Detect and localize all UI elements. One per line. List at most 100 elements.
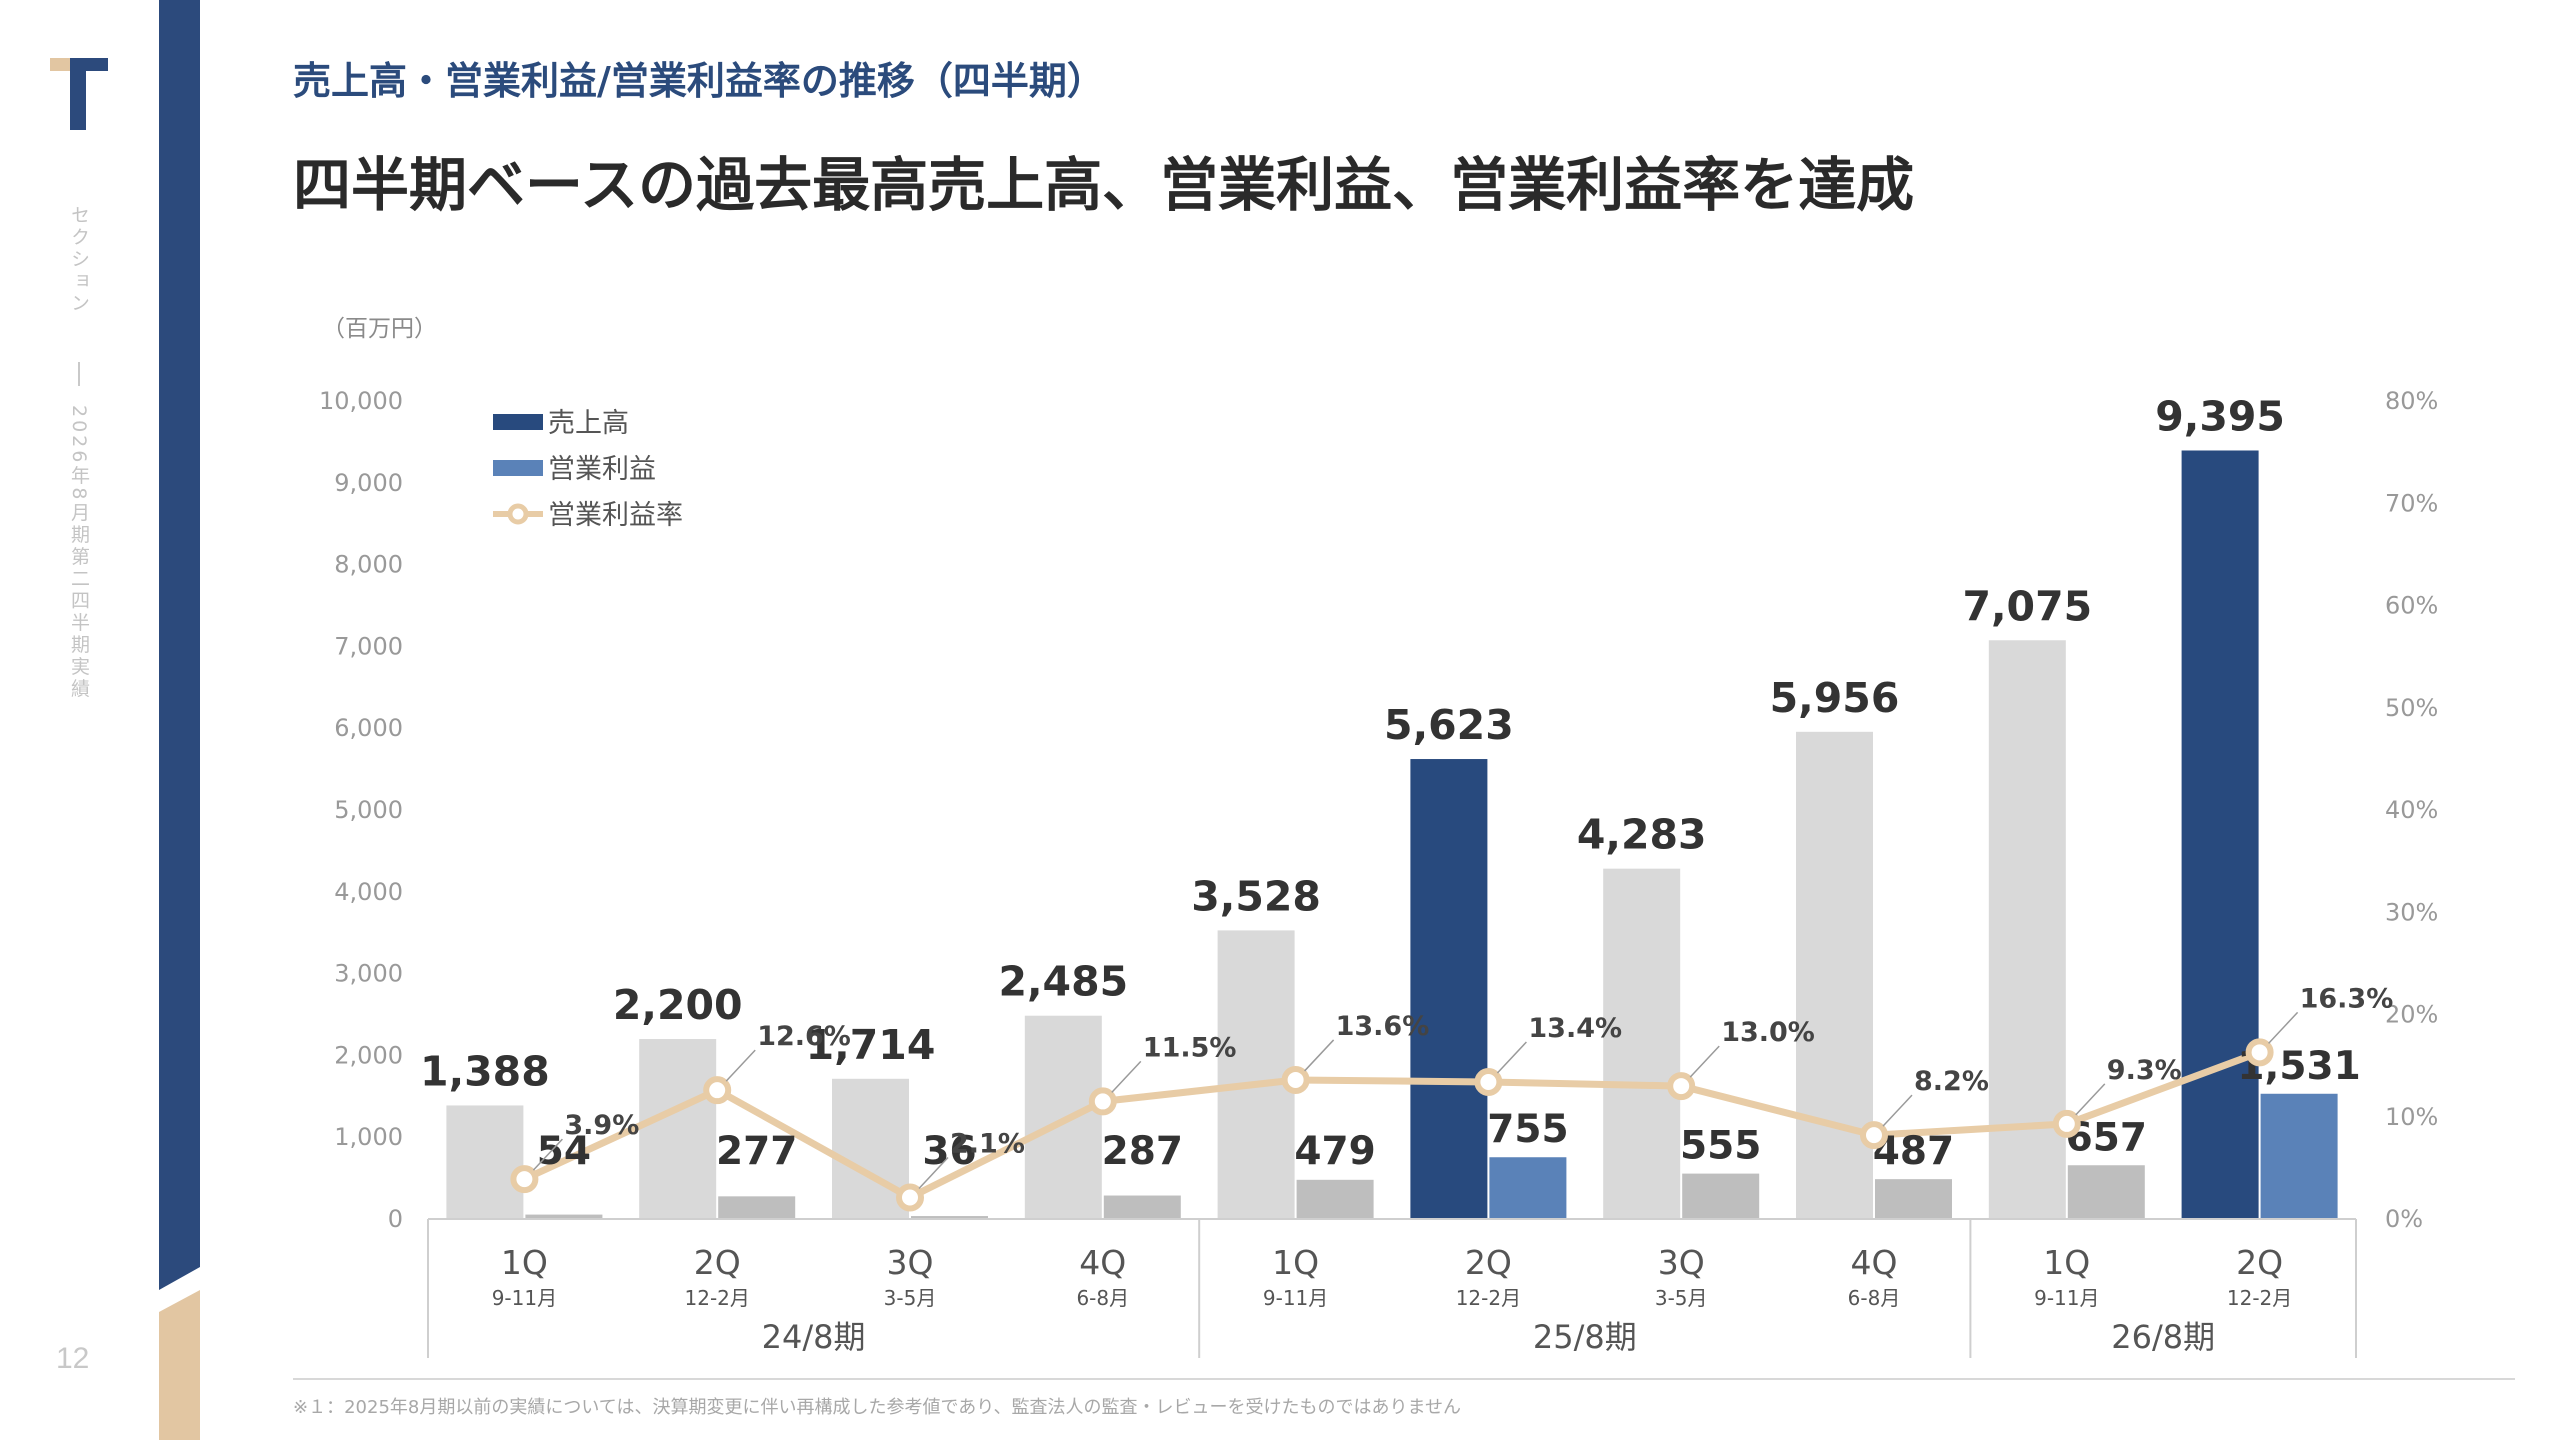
- margin-marker: [2245, 1038, 2274, 1067]
- slide-subtitle: 売上高・営業利益/営業利益率の推移（四半期）: [293, 59, 1105, 103]
- op-income-bar: [911, 1216, 988, 1219]
- fiscal-year-label: 25/8期: [1533, 1318, 1637, 1356]
- quarter-label: 1Q: [501, 1243, 548, 1282]
- y-left-tick-label: 5,000: [334, 796, 403, 824]
- margin-leader-line: [532, 1138, 563, 1171]
- month-range-label: 9-11月: [492, 1286, 557, 1310]
- month-range-label: 6-8月: [1076, 1286, 1129, 1310]
- margin-value-label: 3.9%: [564, 1110, 639, 1141]
- revenue-value-label: 2,485: [998, 958, 1128, 1006]
- quarter-label: 4Q: [1079, 1243, 1126, 1282]
- left-brand-bar: [159, 0, 200, 1290]
- y-left-tick-label: 10,000: [319, 387, 403, 415]
- y-right-tick-label: 70%: [2385, 489, 2438, 517]
- y-left-tick-label: 1,000: [334, 1123, 403, 1151]
- y-left-tick-label: 6,000: [334, 714, 403, 742]
- margin-leader-line: [2268, 1011, 2299, 1044]
- op-income-bar: [1296, 1179, 1374, 1219]
- quarter-label: 4Q: [1851, 1243, 1898, 1282]
- op-income-bar: [2260, 1093, 2338, 1219]
- revenue-bar: [446, 1105, 524, 1219]
- margin-leader-line: [1882, 1094, 1913, 1127]
- month-range-label: 12-2月: [2227, 1286, 2292, 1310]
- y-left-tick-label: 2,000: [334, 1041, 403, 1069]
- revenue-bar: [2181, 450, 2259, 1219]
- margin-leader-line: [1496, 1041, 1527, 1074]
- slide-headline: 四半期ベースの過去最高売上高、営業利益、営業利益率を達成: [293, 151, 1915, 219]
- y-right-tick-label: 80%: [2385, 387, 2438, 415]
- revenue-value-label: 9,395: [2155, 392, 2285, 440]
- company-logo: [50, 58, 108, 130]
- y-right-tick-label: 60%: [2385, 592, 2438, 620]
- margin-marker: [1667, 1072, 1696, 1101]
- legend-revenue-swatch: [493, 414, 543, 430]
- op-income-bar: [2067, 1165, 2145, 1219]
- revenue-bar: [639, 1039, 717, 1219]
- op-income-bar: [1489, 1157, 1567, 1219]
- revenue-value-label: 3,528: [1191, 872, 1321, 920]
- y-axis-unit: （百万円）: [322, 316, 437, 342]
- section-divider: [78, 362, 80, 386]
- footnote: ※１：2025年8月期以前の実績については、決算期変更に伴い再構成した参考値であ…: [293, 1397, 1461, 1418]
- margin-value-label: 9.3%: [2107, 1055, 2182, 1086]
- margin-marker: [1860, 1121, 1888, 1150]
- legend-margin-label: 営業利益率: [548, 500, 683, 531]
- margin-marker: [2052, 1109, 2081, 1138]
- margin-value-label: 8.2%: [1914, 1066, 1989, 1097]
- margin-leader-line: [1689, 1045, 1720, 1078]
- margin-value-label: 12.6%: [757, 1021, 851, 1052]
- y-right-tick-label: 20%: [2385, 1001, 2438, 1029]
- month-range-label: 6-8月: [1848, 1286, 1901, 1310]
- month-range-label: 12-2月: [685, 1286, 750, 1310]
- margin-leader-line: [1304, 1039, 1335, 1072]
- y-left-tick-label: 4,000: [334, 878, 403, 906]
- op-income-value-label: 36: [922, 1129, 976, 1174]
- legend-revenue-label: 売上高: [548, 408, 629, 439]
- margin-leader-line: [2075, 1083, 2106, 1116]
- margin-leader-line: [1111, 1060, 1142, 1093]
- op-income-value-label: 54: [537, 1129, 591, 1174]
- revenue-value-label: 7,075: [1962, 582, 2092, 630]
- op-income-bar: [1682, 1173, 1760, 1219]
- legend-op-income-label: 営業利益: [548, 454, 656, 485]
- quarter-label: 2Q: [2236, 1243, 2283, 1282]
- y-left-tick-label: 3,000: [334, 960, 403, 988]
- margin-value-label: 13.6%: [1336, 1011, 1430, 1042]
- margin-marker: [1474, 1067, 1503, 1096]
- margin-marker: [1281, 1065, 1310, 1094]
- section-label: セクション: [68, 205, 90, 315]
- revenue-bar: [1410, 759, 1488, 1219]
- month-range-label: 3-5月: [884, 1286, 937, 1310]
- y-left-tick-label: 0: [388, 1205, 403, 1233]
- y-left-tick-label: 9,000: [334, 469, 403, 497]
- left-accent-bar: [159, 1290, 200, 1440]
- op-income-value-label: 555: [1680, 1124, 1761, 1169]
- op-income-bar: [525, 1214, 603, 1219]
- quarter-label: 2Q: [694, 1243, 741, 1282]
- y-right-tick-label: 0%: [2385, 1205, 2423, 1233]
- margin-line: [522, 1049, 2261, 1202]
- margin-leader-line: [725, 1049, 756, 1082]
- logo-stem: [70, 71, 86, 130]
- margin-marker: [510, 1165, 539, 1194]
- quarter-label: 1Q: [2043, 1243, 2090, 1282]
- margin-marker: [1088, 1087, 1117, 1116]
- margin-marker: [703, 1076, 732, 1105]
- revenue-value-label: 1,388: [420, 1047, 550, 1095]
- y-right-tick-label: 30%: [2385, 898, 2438, 926]
- op-income-value-label: 277: [716, 1129, 797, 1174]
- revenue-value-label: 5,956: [1770, 674, 1900, 722]
- revenue-bar: [1988, 640, 2066, 1219]
- revenue-value-label: 5,623: [1384, 701, 1514, 749]
- legend-op-income-swatch: [493, 460, 543, 476]
- op-income-value-label: 755: [1487, 1107, 1568, 1152]
- month-range-label: 12-2月: [1456, 1286, 1521, 1310]
- fiscal-year-label: 24/8期: [762, 1318, 866, 1356]
- revenue-value-label: 4,283: [1577, 811, 1707, 859]
- y-right-tick-label: 10%: [2385, 1103, 2438, 1131]
- y-left-tick-label: 8,000: [334, 551, 403, 579]
- margin-leader-line: [918, 1157, 949, 1190]
- revenue-value-label: 1,714: [806, 1021, 936, 1069]
- revenue-bar: [1603, 868, 1681, 1219]
